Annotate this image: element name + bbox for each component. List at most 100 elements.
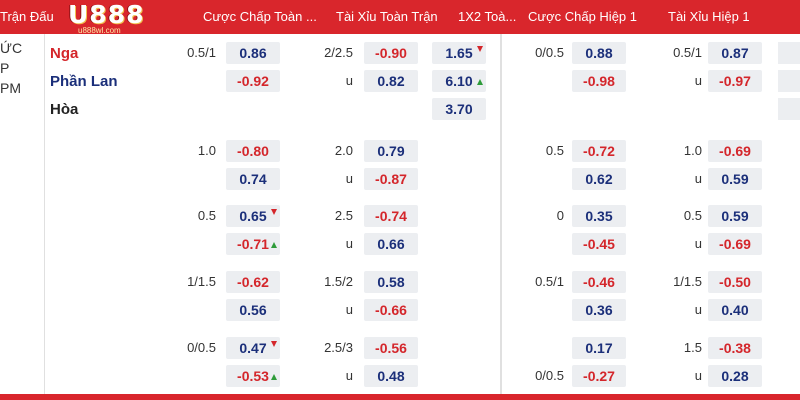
odds-cell[interactable]: -0.46 [572,271,626,293]
total-line: 2.5/3 [324,340,353,355]
handicap-line: 0.5 [197,208,216,223]
logo-text: U888 [68,0,145,29]
odds-cell[interactable]: 0.79 [364,140,418,162]
header-h1-over-under[interactable]: Tài Xỉu Hiệp 1 [668,9,750,24]
odds-cell[interactable]: -0.69 [708,233,762,255]
odds-cell[interactable]: -0.56 [364,337,418,359]
arrow-down-icon [271,341,277,347]
odds-cell[interactable]: -0.97 [708,70,762,92]
under-label: u [345,368,353,383]
odds-cell[interactable]: -0.92 [226,70,280,92]
odds-cell[interactable]: -0.69 [708,140,762,162]
odds-cell-1x2[interactable]: 6.10 [432,70,486,92]
odds-cell[interactable]: -0.72 [572,140,626,162]
odds-cell[interactable]: 0.28 [708,365,762,387]
odds-cell[interactable]: -0.62 [226,271,280,293]
odds-cell[interactable]: -0.66 [364,299,418,321]
odds-cell-1x2[interactable]: 1.65 [432,42,486,64]
handicap-line: 0/0.5 [535,45,564,60]
odds-cell[interactable]: -0.87 [364,168,418,190]
bottom-bar [0,394,800,400]
under-label: u [345,171,353,186]
odds-cell[interactable]: -0.53 [226,365,280,387]
total-line: 0.5 [683,208,702,223]
arrow-up-icon [477,79,483,85]
odds-cell[interactable]: -0.74 [364,205,418,227]
match-info-line: ỨC [0,40,23,56]
odds-cell[interactable]: 0.36 [572,299,626,321]
under-label: u [694,171,702,186]
odds-cell[interactable]: 0.56 [226,299,280,321]
odds-cell-cutoff [778,98,800,120]
under-label: u [694,73,702,88]
handicap-line: 0.5/1 [535,274,564,289]
logo-url: u888wl.com [78,26,121,35]
odds-cell[interactable]: 0.87 [708,42,762,64]
odds-cell[interactable]: 0.59 [708,168,762,190]
odds-cell[interactable]: 0.58 [364,271,418,293]
odds-cell[interactable]: -0.80 [226,140,280,162]
team-draw: Hòa [50,101,79,118]
arrow-up-icon [271,374,277,380]
odds-cell[interactable]: 0.88 [572,42,626,64]
under-label: u [345,302,353,317]
handicap-line: 1/1.5 [187,274,216,289]
u888-logo: U888 u888wl.com [68,0,164,36]
arrow-up-icon [271,242,277,248]
arrow-down-icon [271,209,277,215]
under-label: u [694,236,702,251]
odds-cell[interactable]: 0.17 [572,337,626,359]
column-divider [500,34,502,394]
odds-cell[interactable]: 0.47 [226,337,280,359]
odds-cell[interactable]: 0.74 [226,168,280,190]
odds-cell-cutoff [778,70,800,92]
column-divider [44,34,45,394]
match-info-line: PM [0,80,21,96]
under-label: u [694,368,702,383]
odds-cell[interactable]: 0.40 [708,299,762,321]
total-line: 2/2.5 [324,45,353,60]
total-line: 1.5/2 [324,274,353,289]
header-ft-over-under[interactable]: Tài Xỉu Toàn Trận [336,9,438,24]
odds-cell-1x2[interactable]: 3.70 [432,98,486,120]
odds-cell[interactable]: 0.86 [226,42,280,64]
header-ft-handicap[interactable]: Cược Chấp Toàn ... [203,9,317,24]
team-away: Phần Lan [50,73,118,90]
odds-cell[interactable]: -0.90 [364,42,418,64]
match-info-line: P [0,60,10,76]
odds-cell[interactable]: -0.50 [708,271,762,293]
handicap-line: 0/0.5 [535,368,564,383]
odds-cell-cutoff [778,42,800,64]
handicap-line: 1.0 [197,143,216,158]
odds-cell[interactable]: 0.82 [364,70,418,92]
match-time-info: ỨC P PM [0,38,22,98]
odds-cell[interactable]: -0.71 [226,233,280,255]
handicap-line: 0.5 [545,143,564,158]
team-home: Nga [50,45,79,62]
total-line: 0.5/1 [673,45,702,60]
handicap-line: 0 [556,208,564,223]
odds-cell[interactable]: 0.62 [572,168,626,190]
odds-cell[interactable]: 0.65 [226,205,280,227]
table-header [0,0,800,34]
handicap-line: 0.5/1 [187,45,216,60]
odds-cell[interactable]: 0.59 [708,205,762,227]
header-h1-handicap[interactable]: Cược Chấp Hiệp 1 [528,9,637,24]
odds-cell[interactable]: -0.27 [572,365,626,387]
total-line: 2.0 [334,143,353,158]
odds-cell[interactable]: -0.38 [708,337,762,359]
under-label: u [345,73,353,88]
odds-cell[interactable]: 0.48 [364,365,418,387]
header-ft-1x2[interactable]: 1X2 Toà... [458,9,517,24]
total-line: 1/1.5 [673,274,702,289]
odds-cell[interactable]: 0.35 [572,205,626,227]
odds-cell[interactable]: -0.98 [572,70,626,92]
arrow-down-icon [477,46,483,52]
total-line: 1.5 [683,340,702,355]
under-label: u [694,302,702,317]
under-label: u [345,236,353,251]
odds-cell[interactable]: 0.66 [364,233,418,255]
total-line: 1.0 [683,143,702,158]
odds-cell[interactable]: -0.45 [572,233,626,255]
header-match-label: Trận Đấu [0,9,54,24]
